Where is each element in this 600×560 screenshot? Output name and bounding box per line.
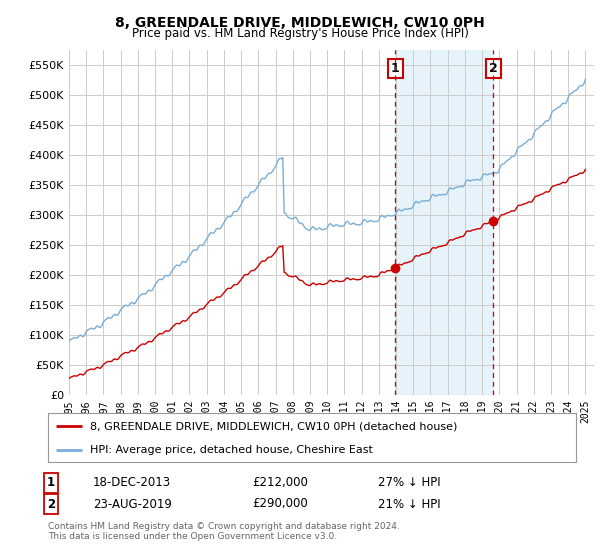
Text: Contains HM Land Registry data © Crown copyright and database right 2024.: Contains HM Land Registry data © Crown c… [48, 522, 400, 531]
Text: 27% ↓ HPI: 27% ↓ HPI [378, 476, 440, 489]
Text: 18-DEC-2013: 18-DEC-2013 [93, 476, 171, 489]
Text: 8, GREENDALE DRIVE, MIDDLEWICH, CW10 0PH (detached house): 8, GREENDALE DRIVE, MIDDLEWICH, CW10 0PH… [90, 421, 458, 431]
Text: 23-AUG-2019: 23-AUG-2019 [93, 497, 172, 511]
Text: £212,000: £212,000 [252, 476, 308, 489]
Text: This data is licensed under the Open Government Licence v3.0.: This data is licensed under the Open Gov… [48, 532, 337, 542]
Bar [395, 50, 493, 395]
Text: 21% ↓ HPI: 21% ↓ HPI [378, 497, 440, 511]
Text: HPI: Average price, detached house, Cheshire East: HPI: Average price, detached house, Ches… [90, 445, 373, 455]
Text: 8, GREENDALE DRIVE, MIDDLEWICH, CW10 0PH: 8, GREENDALE DRIVE, MIDDLEWICH, CW10 0PH [115, 16, 485, 30]
Text: 1: 1 [47, 476, 55, 489]
Text: Price paid vs. HM Land Registry's House Price Index (HPI): Price paid vs. HM Land Registry's House … [131, 27, 469, 40]
Text: £290,000: £290,000 [252, 497, 308, 511]
Text: 1: 1 [391, 62, 400, 75]
Text: 2: 2 [47, 497, 55, 511]
Text: 2: 2 [489, 62, 497, 75]
